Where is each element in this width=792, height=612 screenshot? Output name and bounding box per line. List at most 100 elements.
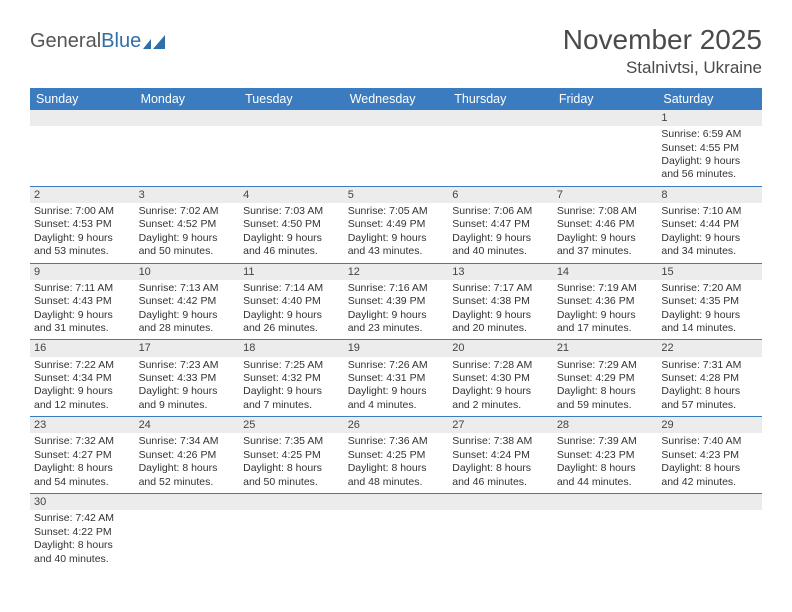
day-details: Sunrise: 7:02 AMSunset: 4:52 PMDaylight:… <box>139 205 236 259</box>
day-number-bar: 23 <box>30 417 135 433</box>
daylight-line: Daylight: 8 hours and 52 minutes. <box>139 462 236 489</box>
sunrise-line: Sunrise: 7:11 AM <box>34 282 131 295</box>
sunset-line: Sunset: 4:33 PM <box>139 372 236 385</box>
sunrise-line: Sunrise: 7:14 AM <box>243 282 340 295</box>
sunset-line: Sunset: 4:49 PM <box>348 218 445 231</box>
sunset-line: Sunset: 4:28 PM <box>661 372 758 385</box>
day-details: Sunrise: 7:11 AMSunset: 4:43 PMDaylight:… <box>34 282 131 336</box>
calendar-cell <box>657 494 762 570</box>
sunrise-line: Sunrise: 7:28 AM <box>452 359 549 372</box>
sunrise-line: Sunrise: 7:19 AM <box>557 282 654 295</box>
calendar-cell: 14Sunrise: 7:19 AMSunset: 4:36 PMDayligh… <box>553 263 658 340</box>
calendar-cell: 4Sunrise: 7:03 AMSunset: 4:50 PMDaylight… <box>239 186 344 263</box>
day-number-bar <box>344 494 449 510</box>
logo-text-b: Blue <box>101 30 141 53</box>
sunrise-line: Sunrise: 7:06 AM <box>452 205 549 218</box>
logo: GeneralBlue <box>30 24 169 53</box>
calendar-row: 30Sunrise: 7:42 AMSunset: 4:22 PMDayligh… <box>30 494 762 570</box>
day-number-bar: 5 <box>344 187 449 203</box>
daylight-line: Daylight: 9 hours and 28 minutes. <box>139 309 236 336</box>
day-number-bar: 14 <box>553 264 658 280</box>
calendar-cell: 17Sunrise: 7:23 AMSunset: 4:33 PMDayligh… <box>135 340 240 417</box>
daylight-line: Daylight: 9 hours and 40 minutes. <box>452 232 549 259</box>
calendar-cell <box>448 110 553 186</box>
day-details: Sunrise: 7:36 AMSunset: 4:25 PMDaylight:… <box>348 435 445 489</box>
day-details: Sunrise: 7:26 AMSunset: 4:31 PMDaylight:… <box>348 359 445 413</box>
sunrise-line: Sunrise: 7:16 AM <box>348 282 445 295</box>
calendar-cell: 30Sunrise: 7:42 AMSunset: 4:22 PMDayligh… <box>30 494 135 570</box>
day-details: Sunrise: 7:28 AMSunset: 4:30 PMDaylight:… <box>452 359 549 413</box>
sunset-line: Sunset: 4:27 PM <box>34 449 131 462</box>
sunset-line: Sunset: 4:34 PM <box>34 372 131 385</box>
header: GeneralBlue November 2025 Stalnivtsi, Uk… <box>30 24 762 78</box>
sunset-line: Sunset: 4:46 PM <box>557 218 654 231</box>
weekday-header: Sunday <box>30 88 135 110</box>
day-number-bar: 29 <box>657 417 762 433</box>
daylight-line: Daylight: 9 hours and 12 minutes. <box>34 385 131 412</box>
day-number-bar: 3 <box>135 187 240 203</box>
daylight-line: Daylight: 8 hours and 48 minutes. <box>348 462 445 489</box>
daylight-line: Daylight: 9 hours and 53 minutes. <box>34 232 131 259</box>
daylight-line: Daylight: 8 hours and 50 minutes. <box>243 462 340 489</box>
sunset-line: Sunset: 4:43 PM <box>34 295 131 308</box>
day-number-bar: 16 <box>30 340 135 356</box>
day-number-bar <box>239 110 344 126</box>
sunrise-line: Sunrise: 7:02 AM <box>139 205 236 218</box>
sunset-line: Sunset: 4:55 PM <box>661 142 758 155</box>
calendar-cell <box>344 494 449 570</box>
day-details: Sunrise: 7:25 AMSunset: 4:32 PMDaylight:… <box>243 359 340 413</box>
day-details: Sunrise: 7:08 AMSunset: 4:46 PMDaylight:… <box>557 205 654 259</box>
sunset-line: Sunset: 4:35 PM <box>661 295 758 308</box>
weekday-header: Saturday <box>657 88 762 110</box>
calendar-cell: 2Sunrise: 7:00 AMSunset: 4:53 PMDaylight… <box>30 186 135 263</box>
day-details: Sunrise: 7:17 AMSunset: 4:38 PMDaylight:… <box>452 282 549 336</box>
calendar-body: 1Sunrise: 6:59 AMSunset: 4:55 PMDaylight… <box>30 110 762 570</box>
day-number-bar: 27 <box>448 417 553 433</box>
daylight-line: Daylight: 9 hours and 9 minutes. <box>139 385 236 412</box>
calendar-row: 1Sunrise: 6:59 AMSunset: 4:55 PMDaylight… <box>30 110 762 186</box>
daylight-line: Daylight: 9 hours and 2 minutes. <box>452 385 549 412</box>
sunset-line: Sunset: 4:23 PM <box>661 449 758 462</box>
day-details: Sunrise: 7:06 AMSunset: 4:47 PMDaylight:… <box>452 205 549 259</box>
daylight-line: Daylight: 9 hours and 37 minutes. <box>557 232 654 259</box>
calendar-cell <box>30 110 135 186</box>
sunrise-line: Sunrise: 7:32 AM <box>34 435 131 448</box>
daylight-line: Daylight: 9 hours and 50 minutes. <box>139 232 236 259</box>
day-number-bar: 22 <box>657 340 762 356</box>
sunrise-line: Sunrise: 7:35 AM <box>243 435 340 448</box>
day-number-bar: 25 <box>239 417 344 433</box>
sunset-line: Sunset: 4:29 PM <box>557 372 654 385</box>
calendar-cell: 10Sunrise: 7:13 AMSunset: 4:42 PMDayligh… <box>135 263 240 340</box>
sunset-line: Sunset: 4:22 PM <box>34 526 131 539</box>
calendar-cell: 21Sunrise: 7:29 AMSunset: 4:29 PMDayligh… <box>553 340 658 417</box>
day-number-bar <box>448 110 553 126</box>
calendar-cell <box>553 110 658 186</box>
day-number-bar: 28 <box>553 417 658 433</box>
sunset-line: Sunset: 4:30 PM <box>452 372 549 385</box>
sunrise-line: Sunrise: 7:00 AM <box>34 205 131 218</box>
sunset-line: Sunset: 4:40 PM <box>243 295 340 308</box>
calendar-cell: 12Sunrise: 7:16 AMSunset: 4:39 PMDayligh… <box>344 263 449 340</box>
day-details: Sunrise: 7:03 AMSunset: 4:50 PMDaylight:… <box>243 205 340 259</box>
title-block: November 2025 Stalnivtsi, Ukraine <box>563 24 762 78</box>
sunset-line: Sunset: 4:39 PM <box>348 295 445 308</box>
day-number-bar: 6 <box>448 187 553 203</box>
day-details: Sunrise: 7:35 AMSunset: 4:25 PMDaylight:… <box>243 435 340 489</box>
calendar-cell <box>135 110 240 186</box>
sunset-line: Sunset: 4:32 PM <box>243 372 340 385</box>
daylight-line: Daylight: 8 hours and 57 minutes. <box>661 385 758 412</box>
calendar-cell: 28Sunrise: 7:39 AMSunset: 4:23 PMDayligh… <box>553 417 658 494</box>
daylight-line: Daylight: 8 hours and 46 minutes. <box>452 462 549 489</box>
logo-text-a: General <box>30 30 101 53</box>
logo-sail-icon <box>143 33 169 51</box>
calendar-cell: 22Sunrise: 7:31 AMSunset: 4:28 PMDayligh… <box>657 340 762 417</box>
calendar-cell: 18Sunrise: 7:25 AMSunset: 4:32 PMDayligh… <box>239 340 344 417</box>
calendar-cell: 13Sunrise: 7:17 AMSunset: 4:38 PMDayligh… <box>448 263 553 340</box>
daylight-line: Daylight: 9 hours and 20 minutes. <box>452 309 549 336</box>
daylight-line: Daylight: 9 hours and 7 minutes. <box>243 385 340 412</box>
sunset-line: Sunset: 4:23 PM <box>557 449 654 462</box>
daylight-line: Daylight: 8 hours and 44 minutes. <box>557 462 654 489</box>
calendar-row: 2Sunrise: 7:00 AMSunset: 4:53 PMDaylight… <box>30 186 762 263</box>
day-number-bar: 9 <box>30 264 135 280</box>
sunrise-line: Sunrise: 7:03 AM <box>243 205 340 218</box>
